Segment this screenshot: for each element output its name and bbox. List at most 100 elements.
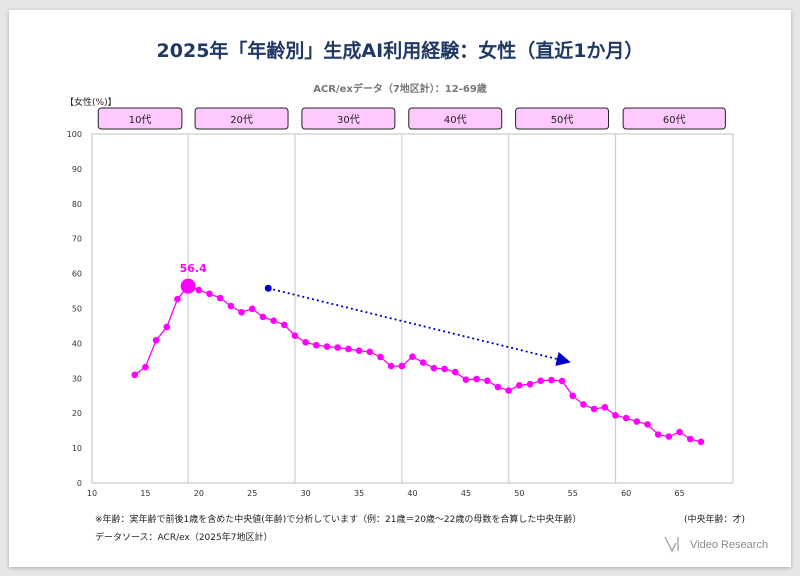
data-point <box>516 381 523 389</box>
x-tick-label: 65 <box>674 489 684 498</box>
x-axis-note: (中央年齢：才) <box>684 515 746 525</box>
age-group-box-shape <box>194 107 289 130</box>
age-group-label: 10代 <box>129 114 152 126</box>
y-axis-unit-label: 【女性(%)】 <box>65 98 117 108</box>
y-tick-label: 70 <box>72 235 82 244</box>
x-tick-label: 45 <box>461 489 471 498</box>
chart-title: 2025年「年齢別」生成AI利用経験：女性（直近1か月） <box>156 40 644 62</box>
data-point <box>195 286 203 294</box>
data-point <box>537 377 544 385</box>
age-group-label: 40代 <box>444 114 467 126</box>
chart-subtitle: ACR/exデータ（7地区計）：12-69歳 <box>313 84 487 95</box>
data-point <box>558 377 566 385</box>
data-point <box>248 305 256 313</box>
y-tick-label: 90 <box>72 165 82 174</box>
age-group-box-shape <box>622 107 726 130</box>
data-point <box>505 387 512 394</box>
age-group-box: 30代 <box>301 107 396 130</box>
data-point <box>462 376 470 383</box>
x-tick-label: 10 <box>87 489 97 498</box>
y-tick-label: 50 <box>72 305 82 314</box>
y-tick-label: 80 <box>72 200 82 209</box>
x-tick-label: 25 <box>247 489 257 498</box>
x-tick-label: 20 <box>194 489 204 498</box>
data-point <box>291 332 299 340</box>
x-tick-label: 15 <box>140 489 150 498</box>
data-point <box>345 345 352 353</box>
data-point <box>174 295 181 303</box>
x-tick-label: 30 <box>301 489 311 498</box>
data-point <box>259 313 267 321</box>
data-point <box>569 392 577 400</box>
x-tick-label: 40 <box>407 489 417 498</box>
brand-name: Video Research <box>690 539 769 551</box>
y-tick-label: 0 <box>77 479 82 488</box>
data-point <box>686 435 694 443</box>
age-group-label: 60代 <box>663 114 686 126</box>
peak-data-label: 56.4 <box>180 262 207 275</box>
data-point <box>430 364 438 372</box>
data-point <box>494 383 502 391</box>
y-tick-label: 10 <box>72 444 82 453</box>
data-point <box>238 309 245 316</box>
data-point <box>633 418 641 425</box>
trend-arrow <box>268 287 571 366</box>
age-group-box-shape <box>515 107 610 130</box>
data-point <box>612 411 619 419</box>
data-point <box>451 368 459 376</box>
data-point <box>665 433 673 440</box>
data-point <box>281 321 288 329</box>
data-point <box>473 375 480 383</box>
data-point <box>152 336 160 344</box>
data-point <box>654 431 662 438</box>
age-group-label: 20代 <box>230 114 253 126</box>
data-point <box>676 428 683 436</box>
data-point <box>622 414 630 422</box>
age-group-box: 50代 <box>515 107 610 130</box>
age-group-box: 20代 <box>194 107 289 130</box>
data-point <box>355 347 363 355</box>
peak-marker <box>180 278 196 294</box>
x-tick-label: 50 <box>514 489 524 498</box>
data-point <box>644 421 651 428</box>
x-tick-label: 35 <box>354 489 364 498</box>
data-point <box>601 403 609 411</box>
data-point <box>334 344 342 351</box>
brand-logo-icon <box>664 536 679 553</box>
data-point <box>590 405 598 413</box>
data-point <box>697 438 705 446</box>
data-point <box>206 290 213 298</box>
plot-area <box>91 133 734 484</box>
x-tick-label: 60 <box>621 489 631 498</box>
data-point <box>548 376 555 384</box>
data-point <box>366 348 374 356</box>
x-tick-label: 55 <box>568 489 578 498</box>
age-group-box: 10代 <box>97 107 183 130</box>
age-group-box-shape <box>408 107 503 130</box>
data-point <box>398 362 406 370</box>
y-tick-label: 60 <box>72 270 82 279</box>
data-point <box>142 363 149 371</box>
data-point <box>302 339 309 346</box>
age-group-label: 50代 <box>551 114 574 126</box>
data-point <box>526 380 534 388</box>
y-tick-label: 40 <box>72 339 82 348</box>
age-group-box-shape <box>301 107 396 130</box>
data-point <box>409 353 416 360</box>
data-point <box>313 341 320 349</box>
data-source: データソース：ACR/ex（2025年7地区計） <box>95 533 273 543</box>
data-point <box>270 317 277 325</box>
data-point <box>377 353 384 361</box>
data-point <box>483 377 491 385</box>
data-point <box>227 302 235 310</box>
data-point <box>441 365 448 373</box>
data-point <box>580 401 587 408</box>
age-group-label: 30代 <box>337 114 360 126</box>
age-group-box: 40代 <box>408 107 503 130</box>
age-group-box: 60代 <box>622 107 726 130</box>
data-point <box>419 359 427 366</box>
data-point <box>323 343 331 350</box>
data-point <box>387 362 395 370</box>
data-point <box>163 323 171 331</box>
